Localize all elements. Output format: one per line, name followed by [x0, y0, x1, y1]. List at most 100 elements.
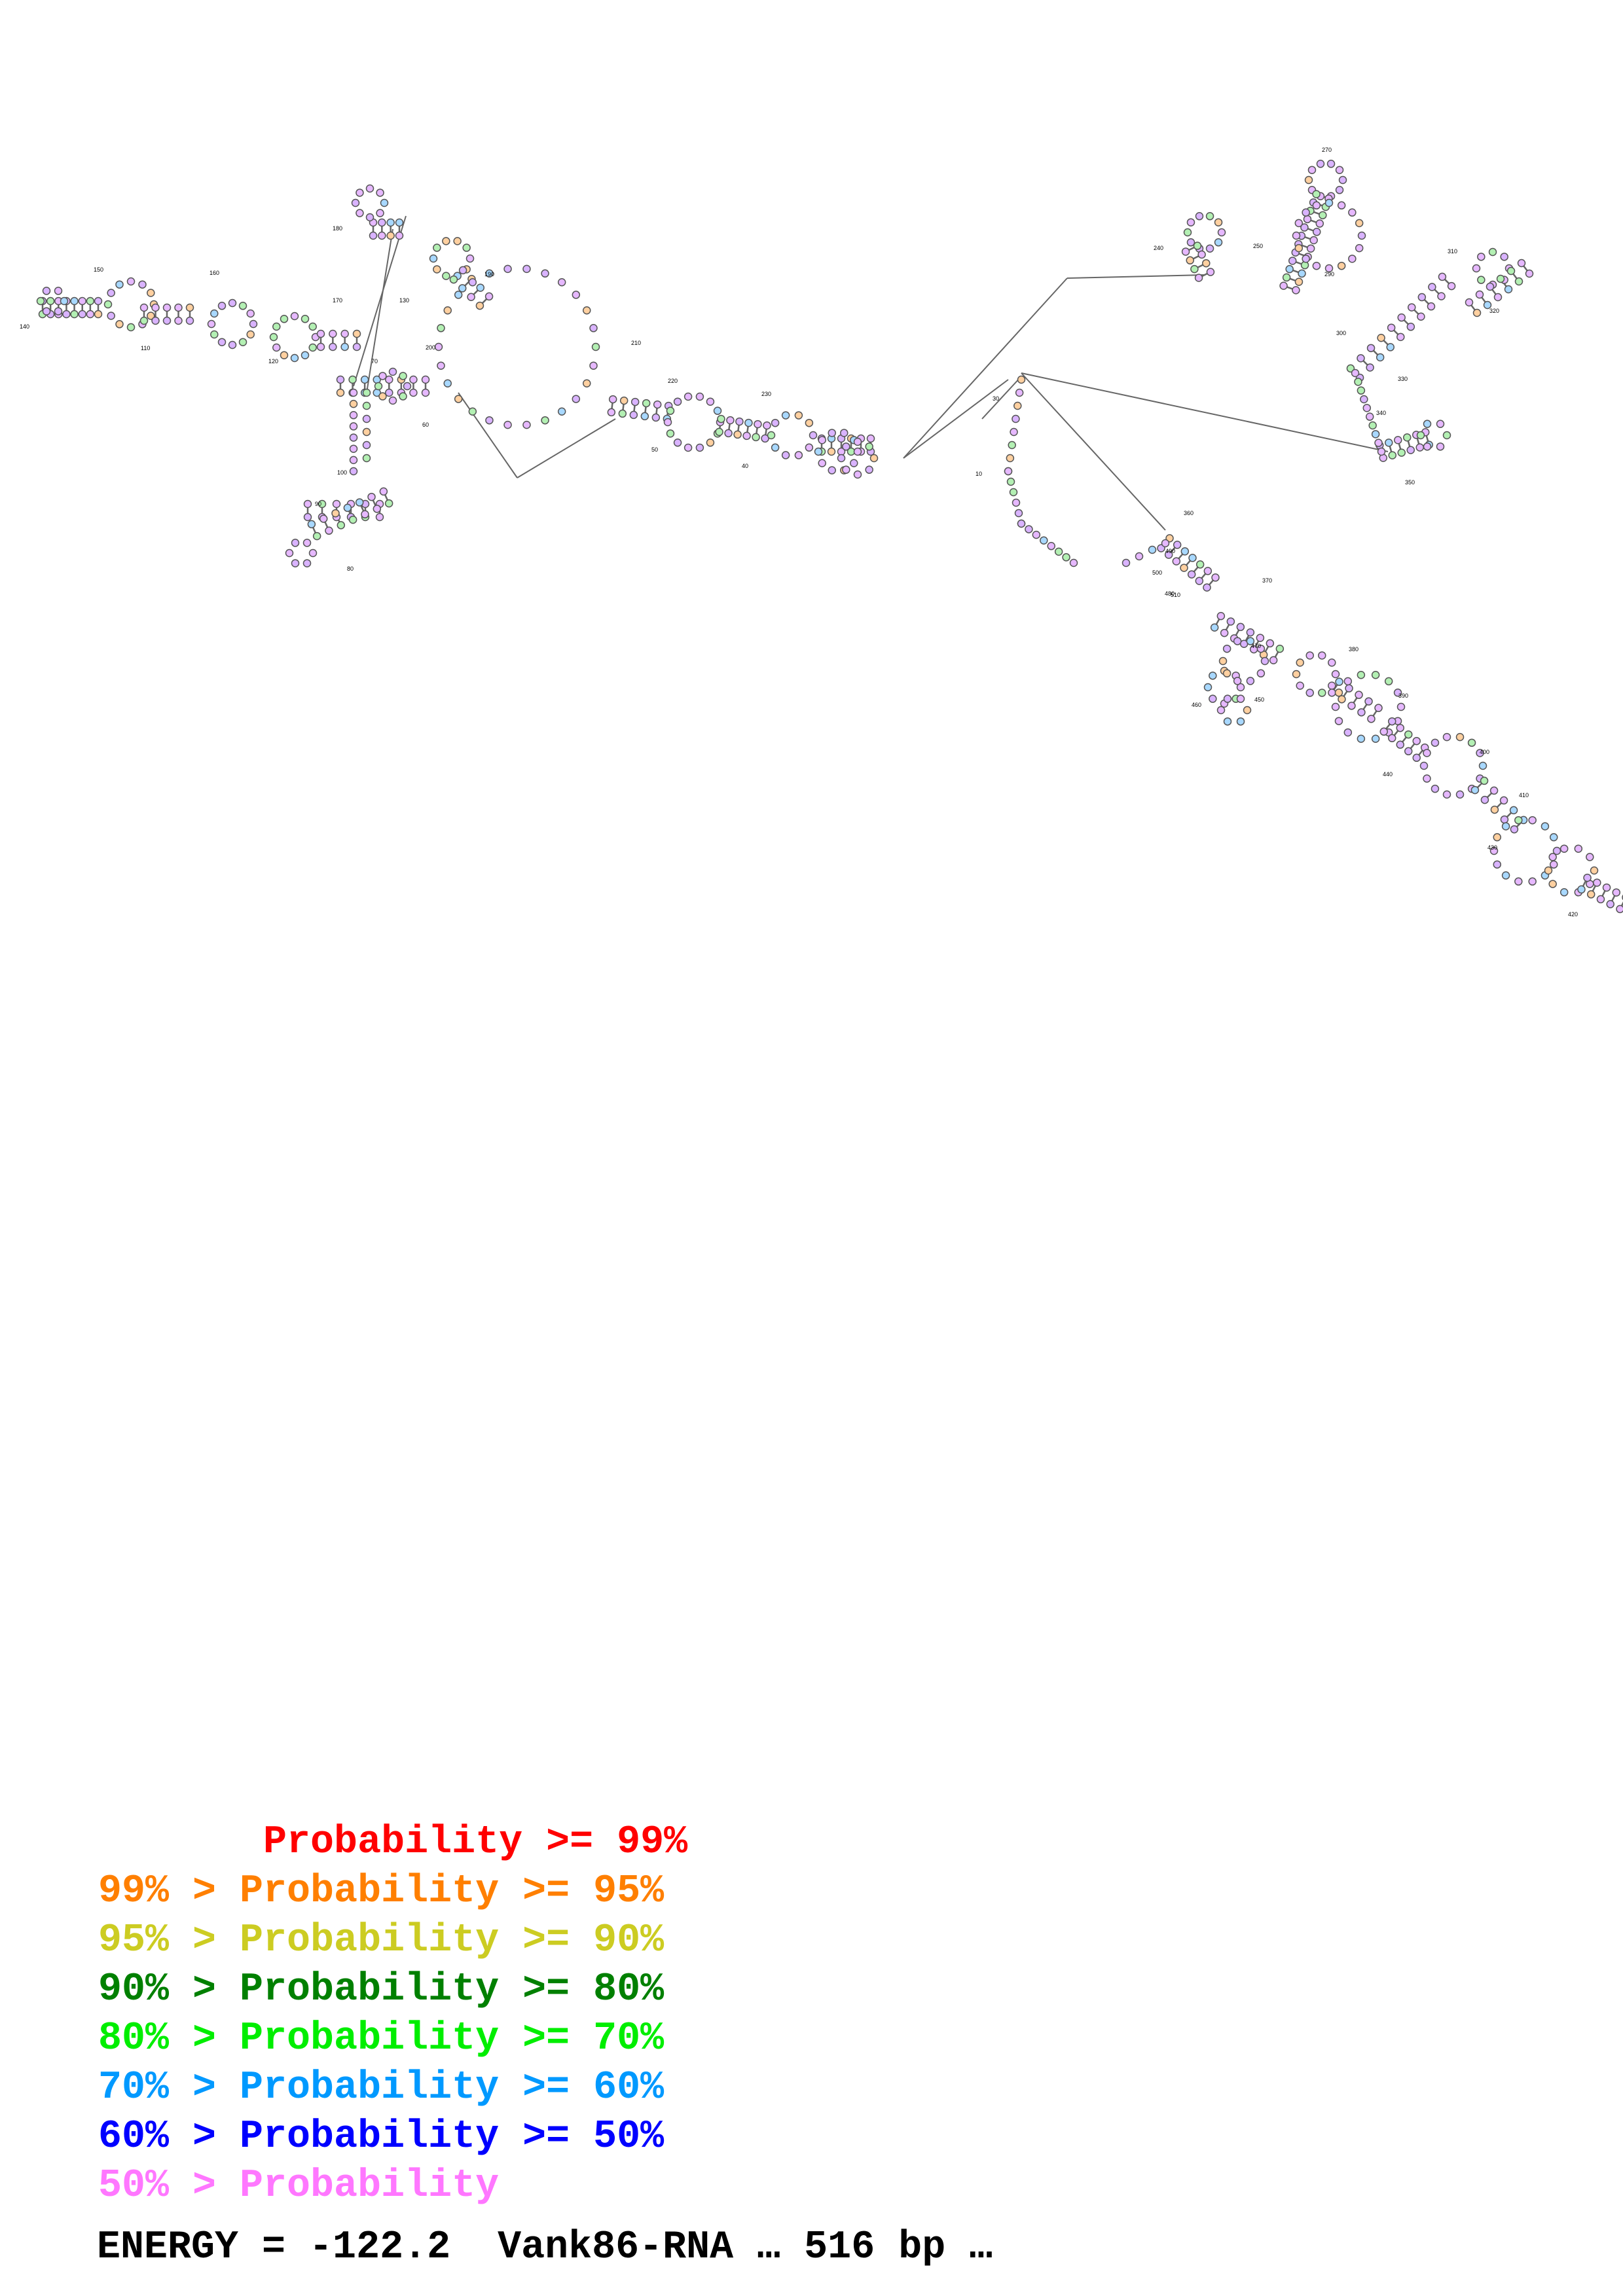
nucleotide: [301, 351, 310, 359]
nucleotide: [1236, 683, 1245, 692]
nucleotide: [1393, 689, 1402, 697]
nucleotide: [1357, 671, 1366, 679]
nucleotide: [336, 388, 345, 397]
nucleotide: [395, 231, 404, 240]
nucleotide: [1218, 656, 1228, 666]
nucleotide: [1606, 900, 1614, 908]
nucleotide: [429, 254, 438, 263]
nucleotide: [1549, 833, 1558, 842]
nucleotide: [1318, 689, 1326, 697]
nucleotide: [1590, 866, 1599, 875]
nucleotide: [1012, 414, 1020, 423]
nucleotide: [290, 312, 299, 321]
nucleotide: [349, 456, 358, 465]
nucleotide: [1517, 259, 1526, 268]
nucleotide: [1366, 363, 1374, 372]
nucleotide: [434, 342, 443, 351]
nucleotide: [174, 316, 183, 325]
nucleotide: [666, 429, 675, 438]
position-label: 140: [20, 323, 29, 330]
nucleotide: [369, 231, 378, 240]
nucleotide: [46, 296, 55, 306]
nucleotide: [421, 375, 430, 384]
nucleotide: [684, 443, 693, 452]
nucleotide: [386, 231, 395, 240]
nucleotide: [794, 451, 803, 459]
nucleotide: [378, 231, 386, 240]
nucleotide: [1509, 806, 1518, 815]
nucleotide: [355, 498, 364, 507]
nucleotide: [1416, 431, 1425, 440]
nucleotide: [1324, 264, 1334, 273]
nucleotide: [1014, 509, 1023, 518]
nucleotide: [1357, 386, 1366, 395]
nucleotide: [349, 433, 358, 442]
nucleotide: [865, 465, 873, 474]
nucleotide: [1348, 208, 1357, 217]
nucleotide: [850, 459, 858, 467]
nucleotide: [399, 372, 407, 380]
nucleotide: [1004, 467, 1013, 476]
nucleotide: [541, 269, 549, 278]
nucleotide: [1428, 283, 1436, 291]
nucleotide: [340, 342, 349, 351]
nucleotide: [467, 293, 475, 301]
nucleotide: [1302, 255, 1310, 263]
nucleotide: [1488, 247, 1497, 257]
position-label: 30: [993, 395, 999, 402]
nucleotide: [1069, 558, 1078, 567]
nucleotide: [303, 499, 312, 509]
nucleotide: [302, 539, 312, 547]
position-label: 110: [141, 345, 150, 351]
nucleotide: [1499, 796, 1508, 805]
nucleotide: [349, 444, 358, 453]
nucleotide: [78, 296, 86, 306]
nucleotide: [1355, 243, 1364, 253]
position-label: 460: [1192, 702, 1201, 708]
nucleotide: [1477, 276, 1486, 284]
nucleotide: [373, 505, 382, 513]
nucleotide: [217, 338, 227, 346]
nucleotide: [1404, 747, 1413, 756]
nucleotide: [1436, 442, 1445, 451]
legend-row-50: 60% > Probability >= 50%: [98, 2115, 665, 2159]
position-label: 320: [1489, 308, 1499, 314]
nucleotide: [1205, 212, 1214, 221]
nucleotide: [307, 520, 316, 529]
nucleotide: [139, 316, 149, 325]
nucleotide: [840, 429, 848, 437]
nucleotide: [713, 406, 722, 415]
legend-row-95: 99% > Probability >= 95%: [98, 1869, 665, 1914]
nucleotide: [399, 392, 407, 401]
nucleotide: [332, 499, 341, 509]
nucleotide: [684, 392, 693, 401]
nucleotide: [1312, 261, 1321, 270]
nucleotide: [1222, 644, 1231, 653]
nucleotide: [1354, 378, 1362, 386]
nucleotide: [1470, 785, 1480, 795]
nucleotide: [1374, 439, 1383, 447]
nucleotide: [362, 454, 371, 463]
position-label: 300: [1336, 330, 1346, 336]
nucleotide: [458, 284, 467, 293]
nucleotide: [1415, 443, 1424, 452]
nucleotide: [54, 287, 63, 295]
nucleotide: [1334, 689, 1343, 697]
nucleotide: [1406, 323, 1415, 331]
nucleotide: [1266, 639, 1275, 648]
nucleotide: [403, 382, 412, 391]
nucleotide: [107, 312, 115, 320]
nucleotide: [1490, 805, 1499, 814]
nucleotide: [1528, 877, 1537, 886]
nucleotide: [771, 443, 780, 452]
nucleotide: [1316, 160, 1325, 168]
nucleotide: [715, 427, 723, 437]
nucleotide: [107, 289, 115, 297]
nucleotide: [1386, 343, 1395, 351]
nucleotide: [1243, 706, 1252, 715]
nucleotide: [42, 307, 51, 315]
nucleotide: [1442, 790, 1451, 799]
nucleotide: [1337, 201, 1346, 210]
nucleotide: [365, 184, 374, 193]
nucleotide: [1510, 825, 1519, 834]
